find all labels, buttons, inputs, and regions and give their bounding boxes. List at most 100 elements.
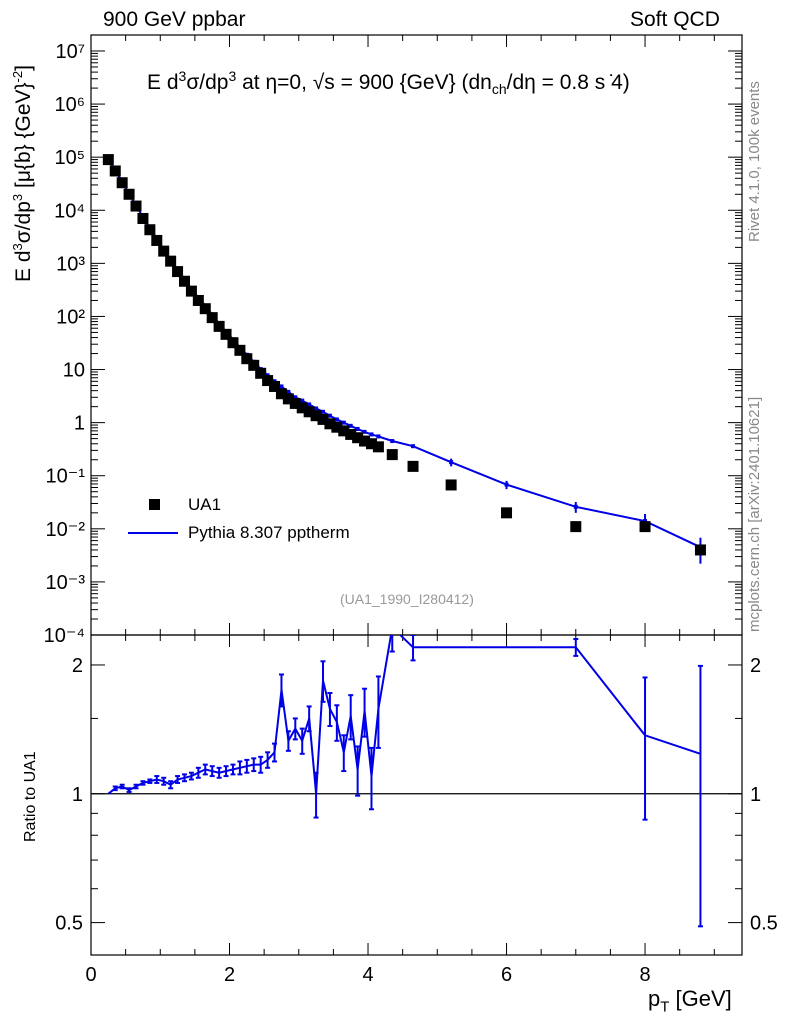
y-tick-label: 10⁻²	[46, 519, 86, 541]
data-point	[165, 255, 177, 267]
data-point	[296, 402, 308, 414]
y-tick-label: 10⁻⁴	[44, 625, 85, 647]
data-point	[151, 234, 163, 246]
mc-point	[355, 426, 360, 431]
mc-point	[279, 384, 284, 389]
data-point	[269, 380, 281, 392]
mc-point	[369, 432, 374, 437]
mc-point	[504, 482, 509, 487]
data-point	[282, 393, 294, 405]
data-point	[123, 188, 135, 200]
data-point	[639, 521, 651, 533]
mc-point	[376, 434, 381, 439]
x-tick-label: 4	[362, 964, 373, 986]
ratio-tick-label: 2	[72, 655, 83, 677]
data-point	[262, 375, 274, 387]
data-point	[234, 344, 246, 356]
data-point	[365, 438, 377, 450]
mc-point	[449, 460, 454, 465]
data-point	[109, 165, 121, 177]
data-point	[116, 177, 128, 189]
mc-point	[341, 420, 346, 425]
ratio-series-line	[107, 635, 701, 795]
header-right: Soft QCD	[630, 8, 720, 31]
mc-point	[643, 519, 648, 524]
data-point	[694, 544, 706, 556]
data-point	[213, 320, 225, 332]
mc-point	[321, 409, 326, 414]
mc-point	[390, 439, 395, 444]
legend-label-data: UA1	[188, 495, 222, 514]
data-point	[137, 212, 149, 224]
ratio-tick-label: 1	[72, 784, 83, 806]
plot-title: E d3σ/dp3 at η=0, √s = 900 {GeV} (dnch/d…	[147, 68, 630, 98]
mc-point	[348, 423, 353, 428]
ratio-plot-frame	[90, 634, 743, 956]
data-point	[172, 266, 184, 278]
data-point	[331, 421, 343, 433]
data-point	[338, 425, 350, 437]
data-point	[248, 359, 260, 371]
x-tick-label: 8	[639, 964, 650, 986]
y-tick-label: 1	[74, 413, 85, 435]
mc-point	[293, 395, 298, 400]
ratio-tick-label-right: 0.5	[750, 913, 778, 935]
mc-point	[314, 406, 319, 411]
mc-point	[307, 402, 312, 407]
data-point	[192, 294, 204, 306]
y-tick-label: 10³	[56, 253, 85, 275]
y-tick-label: 10⁷	[56, 41, 85, 63]
legend-marker-data	[149, 499, 160, 510]
y-tick-label: 10²	[56, 306, 85, 328]
y-tick-label: 10	[63, 360, 85, 382]
data-point	[352, 432, 364, 444]
data-point	[178, 275, 190, 287]
y-tick-label: 10⁻¹	[46, 466, 86, 488]
data-point	[185, 285, 197, 297]
y-tick-label: 10⁻³	[46, 572, 86, 594]
data-point	[317, 413, 329, 425]
legend-label-mc: Pythia 8.307 pptherm	[188, 523, 350, 542]
data-point	[570, 521, 582, 533]
data-point	[102, 154, 114, 166]
data-point	[158, 245, 170, 257]
ratio-tick-label-right: 1	[750, 784, 761, 806]
data-point	[359, 435, 371, 447]
data-point	[206, 312, 218, 324]
x-axis-label: pT [GeV]	[648, 986, 732, 1016]
data-point	[144, 224, 156, 236]
header-left: 900 GeV ppbar	[103, 8, 246, 31]
data-point	[275, 388, 287, 400]
analysis-tag: (UA1_1990_I280412)	[340, 591, 474, 607]
data-point	[501, 507, 513, 519]
ratio-tick-label: 0.5	[55, 913, 83, 935]
mc-point	[362, 429, 367, 434]
main-plot-frame	[90, 34, 743, 636]
data-point	[372, 441, 384, 453]
data-point	[130, 200, 142, 212]
data-point	[227, 337, 239, 349]
mc-point	[300, 398, 305, 403]
ratio-series-group	[107, 635, 703, 928]
mc-point	[573, 504, 578, 509]
data-point	[241, 353, 253, 365]
data-point	[445, 479, 457, 491]
y-tick-label: 10⁵	[54, 147, 85, 169]
data-point	[289, 397, 301, 409]
data-point	[310, 410, 322, 422]
data-point	[324, 418, 336, 430]
mc-point	[327, 413, 332, 418]
data-point	[407, 460, 419, 472]
mc-point	[411, 444, 416, 449]
data-point	[345, 428, 357, 440]
mc-point	[334, 417, 339, 422]
mc-point	[286, 389, 291, 394]
data-point	[220, 328, 232, 340]
y-tick-label: 10⁶	[55, 94, 85, 116]
x-tick-label: 2	[224, 964, 235, 986]
ratio-tick-label-right: 2	[750, 655, 761, 677]
data-point	[303, 406, 315, 418]
y-tick-label: 10⁴	[54, 200, 85, 222]
data-point	[386, 449, 398, 461]
